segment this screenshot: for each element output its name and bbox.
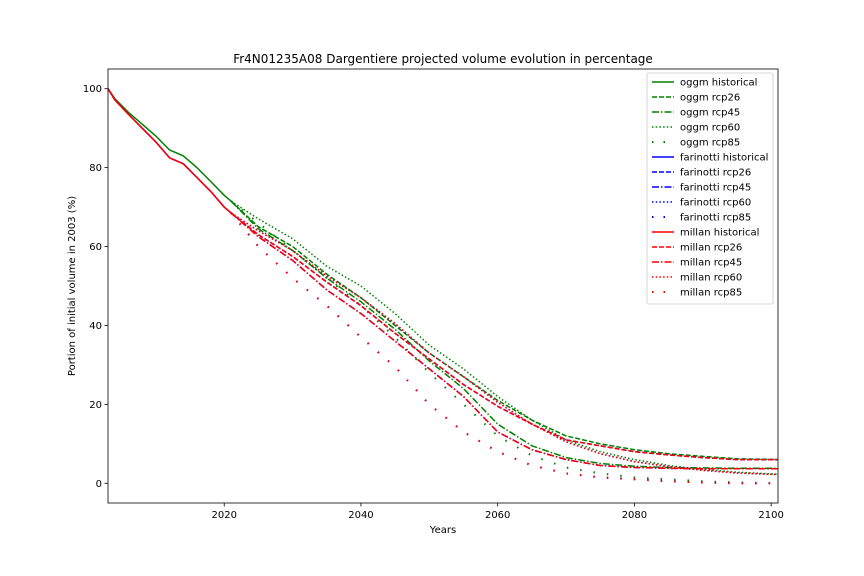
series-line-millan-rcp26 [230,212,778,461]
legend-label-millan-rcp26: millan rcp26 [680,243,742,254]
y-tick-label: 40 [89,321,102,332]
legend-label-oggm-rcp60: oggm rcp60 [680,123,740,134]
x-axis-label: Years [429,525,456,536]
legend-label-millan-rcp45: millan rcp45 [680,258,742,269]
series-line-oggm-historical [108,88,232,202]
series-line-oggm-rcp85 [230,200,778,485]
legend-label-farinotti-rcp26: farinotti rcp26 [680,168,751,179]
legend-label-farinotti-historical: farinotti historical [680,153,768,164]
legend-label-oggm-rcp85: oggm rcp85 [680,138,740,149]
legend-label-millan-rcp85: millan rcp85 [680,288,742,299]
y-tick-label: 80 [89,163,102,174]
x-tick-label: 2100 [758,510,783,521]
legend: oggm historical oggm rcp26 oggm rcp45 oggm … [646,72,774,305]
x-tick-label: 2080 [622,510,647,521]
legend-label-millan-historical: millan historical [680,228,759,239]
legend-label-farinotti-rcp85: farinotti rcp85 [680,213,751,224]
x-tick-label: 2060 [485,510,510,521]
y-tick-label: 0 [96,479,102,490]
legend-label-farinotti-rcp60: farinotti rcp60 [680,198,751,209]
y-tick-label: 60 [89,242,102,253]
legend-label-oggm-historical: oggm historical [680,78,757,89]
series-line-oggm-rcp45 [230,200,778,470]
chart-title: Fr4N01235A08 Dargentiere projected volum… [233,52,653,66]
series-layer [108,88,778,485]
legend-label-farinotti-rcp45: farinotti rcp45 [680,183,751,194]
series-line-millan-rcp45 [230,212,778,470]
legend-label-millan-rcp60: millan rcp60 [680,273,742,284]
y-tick-label: 100 [83,84,102,95]
series-line-oggm-rcp26 [230,200,778,461]
series-line-oggm-rcp60 [230,200,778,475]
y-tick-label: 20 [89,400,102,411]
legend-label-oggm-rcp26: oggm rcp26 [680,93,740,104]
x-tick-label: 2040 [348,510,373,521]
legend-label-oggm-rcp45: oggm rcp45 [680,108,740,119]
legend-box [646,72,774,305]
y-axis-label: Portion of initial volume in 2003 (%) [67,196,78,376]
series-line-millan-rcp60 [230,212,778,476]
series-line-millan-historical [108,88,232,214]
x-tick-label: 2020 [211,510,236,521]
plot-frame [107,68,779,504]
